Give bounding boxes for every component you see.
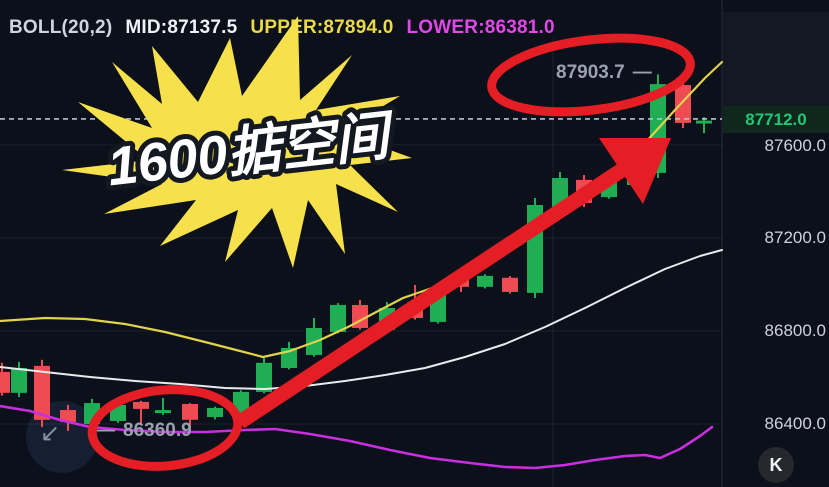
current-price-tag: 87712.0 — [723, 106, 829, 133]
candle-body — [627, 164, 643, 185]
boll-params-label: BOLL(20,2) — [9, 17, 113, 38]
high-price-tick: — — [632, 62, 652, 83]
low-price-tick: — — [96, 420, 115, 441]
boll-mid-value: MID:87137.5 — [125, 17, 238, 38]
candle-body — [233, 391, 249, 418]
candle-body — [477, 275, 493, 287]
kucoin-logo-letter: K — [769, 454, 783, 475]
arrow-down-left-icon: ↙ — [40, 420, 61, 447]
low-price-marker: — 86360.9 — [96, 420, 192, 442]
candle-body — [0, 371, 10, 393]
candle-body — [379, 307, 395, 330]
high-price-value: 87903.7 — [556, 62, 625, 83]
candle-body — [407, 302, 423, 318]
price-axis[interactable]: 87600.0 87200.0 86800.0 86400.0 87712.0 — [723, 0, 829, 487]
boll-lower-value: LOWER:86381.0 — [406, 17, 555, 38]
boll-indicator-legend: BOLL(20,2) MID:87137.5 UPPER:87894.0 LOW… — [9, 17, 555, 39]
candle-body — [453, 279, 469, 287]
axis-tick: 86800.0 — [764, 321, 826, 340]
candle-body — [60, 410, 76, 422]
axis-tick: 87600.0 — [764, 136, 826, 155]
candle-body — [110, 404, 126, 421]
high-price-marker: 87903.7 — — [556, 62, 652, 84]
candle-body — [430, 289, 446, 322]
candle-body — [182, 404, 198, 420]
candle-body — [11, 367, 27, 393]
axis-tick: 87200.0 — [764, 228, 826, 247]
boll-upper-value: UPPER:87894.0 — [250, 17, 394, 38]
kucoin-logo: K — [758, 447, 794, 483]
low-price-value: 86360.9 — [123, 420, 192, 441]
candle-body — [502, 277, 518, 292]
candle-body — [207, 407, 223, 418]
candle-body — [675, 85, 691, 123]
axis-tick: 86400.0 — [764, 414, 826, 433]
candle-body — [34, 365, 50, 420]
candle-body — [601, 181, 617, 198]
candle-body — [133, 401, 149, 409]
candle-body — [256, 362, 272, 392]
candle-body — [696, 120, 712, 124]
candle-body — [155, 410, 171, 414]
candle-body — [527, 204, 543, 293]
